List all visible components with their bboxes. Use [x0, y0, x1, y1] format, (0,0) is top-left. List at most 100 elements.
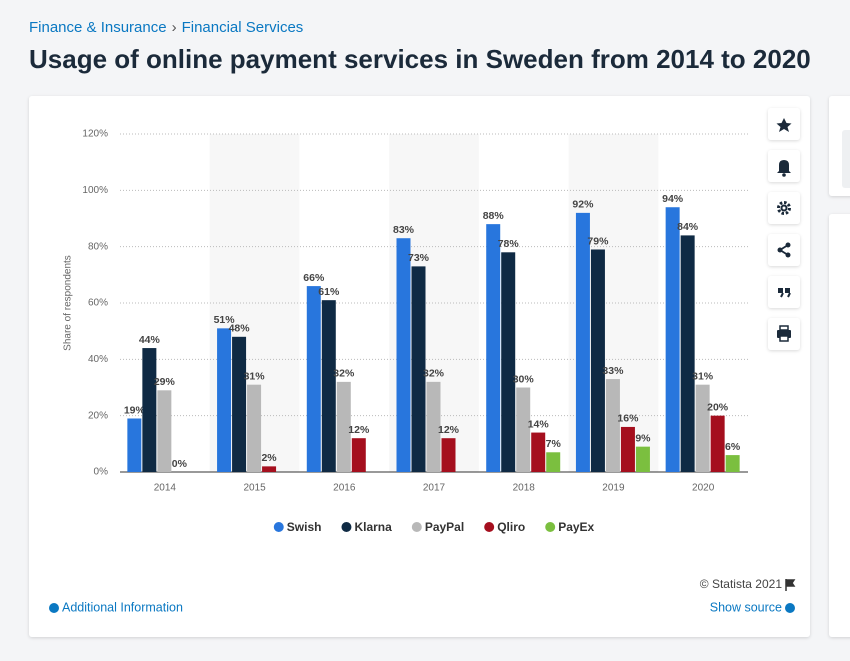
- x-tick-label: 2017: [423, 483, 446, 494]
- data-label: 30%: [513, 373, 535, 385]
- bar: [486, 224, 501, 472]
- data-label: 31%: [244, 370, 266, 382]
- data-label: 61%: [318, 286, 340, 298]
- bar: [127, 418, 142, 472]
- data-label: 32%: [333, 368, 355, 380]
- side-panel: [829, 214, 850, 637]
- bar: [306, 286, 321, 472]
- legend-marker: [273, 522, 284, 532]
- y-tick-label: 120%: [82, 129, 108, 140]
- share-button[interactable]: [768, 234, 800, 266]
- bar: [680, 235, 695, 472]
- y-tick-label: 20%: [88, 410, 108, 421]
- y-tick-label: 40%: [88, 354, 108, 365]
- data-label: 66%: [303, 272, 325, 284]
- x-tick-label: 2020: [692, 483, 715, 494]
- bar: [396, 238, 411, 472]
- data-label: 79%: [587, 235, 609, 247]
- data-label: 7%: [546, 438, 562, 450]
- breadcrumb-separator: ›: [172, 19, 177, 36]
- data-label: 78%: [498, 238, 520, 250]
- breadcrumb-link[interactable]: Financial Services: [182, 19, 304, 36]
- legend-marker: [411, 522, 422, 532]
- bar: [605, 379, 620, 472]
- bar: [247, 384, 262, 472]
- y-tick-label: 60%: [88, 298, 108, 309]
- print-button[interactable]: [768, 318, 800, 350]
- bar: [336, 381, 351, 472]
- legend-marker: [484, 522, 495, 532]
- bar: [262, 466, 277, 472]
- bar: [546, 452, 561, 472]
- bar: [426, 381, 441, 472]
- data-label: 94%: [662, 193, 684, 205]
- legend-label: Klarna: [354, 520, 392, 534]
- legend-label: PayEx: [558, 520, 594, 534]
- bar: [351, 438, 366, 472]
- flag-icon: [785, 579, 796, 591]
- legend-marker: [341, 522, 352, 532]
- bar: [217, 328, 232, 472]
- settings-button[interactable]: [768, 192, 800, 224]
- bar: [501, 252, 516, 472]
- data-label: 2%: [261, 452, 277, 464]
- y-tick-label: 100%: [82, 185, 108, 196]
- x-tick-label: 2015: [243, 483, 266, 494]
- bar: [590, 249, 605, 472]
- data-label: 44%: [139, 334, 161, 346]
- bar: [516, 387, 531, 472]
- data-label: 33%: [602, 365, 624, 377]
- bar: [635, 446, 650, 472]
- data-label: 20%: [707, 401, 729, 413]
- data-label: 12%: [438, 424, 460, 436]
- favorite-button[interactable]: [768, 108, 800, 140]
- data-label: 83%: [393, 224, 415, 236]
- x-tick-label: 2018: [513, 483, 536, 494]
- bar: [157, 390, 172, 472]
- bar: [441, 438, 456, 472]
- data-label: 31%: [692, 370, 714, 382]
- data-label: 92%: [572, 199, 594, 211]
- data-label: 48%: [229, 323, 251, 335]
- data-label: 29%: [154, 376, 176, 388]
- copyright: © Statista 2021: [700, 577, 783, 591]
- bar: [620, 426, 635, 472]
- show-source-link[interactable]: Show source: [710, 600, 782, 614]
- chart-title: Usage of online payment services in Swed…: [29, 44, 811, 74]
- y-axis-label: Share of respondents: [63, 255, 74, 351]
- data-label: 84%: [677, 221, 699, 233]
- data-label: 6%: [725, 441, 741, 453]
- breadcrumb-link[interactable]: Finance & Insurance: [29, 19, 167, 36]
- data-label: 32%: [423, 368, 445, 380]
- x-tick-label: 2014: [154, 483, 177, 494]
- legend-label: PayPal: [425, 520, 464, 534]
- bar: [142, 348, 157, 472]
- notification-button[interactable]: [768, 150, 800, 182]
- bar: [725, 455, 740, 472]
- bar: [695, 384, 710, 472]
- legend-label: Qliro: [497, 520, 525, 534]
- bar: [232, 336, 247, 472]
- bar: [575, 212, 590, 472]
- additional-info-link[interactable]: Additional Information: [62, 600, 183, 614]
- legend-label: Swish: [287, 520, 322, 534]
- bar: [710, 415, 725, 472]
- x-tick-label: 2019: [602, 483, 625, 494]
- y-tick-label: 0%: [94, 467, 109, 478]
- info-icon: [49, 603, 59, 613]
- legend-marker: [545, 522, 556, 532]
- data-label: 16%: [617, 413, 639, 425]
- info-icon: [785, 603, 795, 613]
- data-label: 14%: [528, 418, 550, 430]
- bar: [411, 266, 426, 472]
- bar: [665, 207, 680, 472]
- data-label: 19%: [124, 404, 146, 416]
- bar: [321, 300, 336, 472]
- bar: [531, 432, 546, 472]
- data-label: 51%: [214, 314, 236, 326]
- y-tick-label: 80%: [88, 241, 108, 252]
- data-label: 12%: [348, 424, 370, 436]
- cite-button[interactable]: [768, 276, 800, 308]
- side-panel-item: [842, 130, 850, 188]
